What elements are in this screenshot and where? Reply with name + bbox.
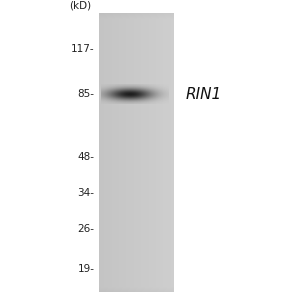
Text: 19-: 19-	[77, 263, 94, 274]
Text: 85-: 85-	[77, 89, 94, 100]
Text: (kD): (kD)	[69, 1, 92, 10]
Text: 34-: 34-	[77, 188, 94, 199]
Text: RIN1: RIN1	[186, 87, 222, 102]
Text: 48-: 48-	[77, 152, 94, 163]
Text: 26-: 26-	[77, 224, 94, 235]
Text: 117-: 117-	[71, 44, 94, 55]
